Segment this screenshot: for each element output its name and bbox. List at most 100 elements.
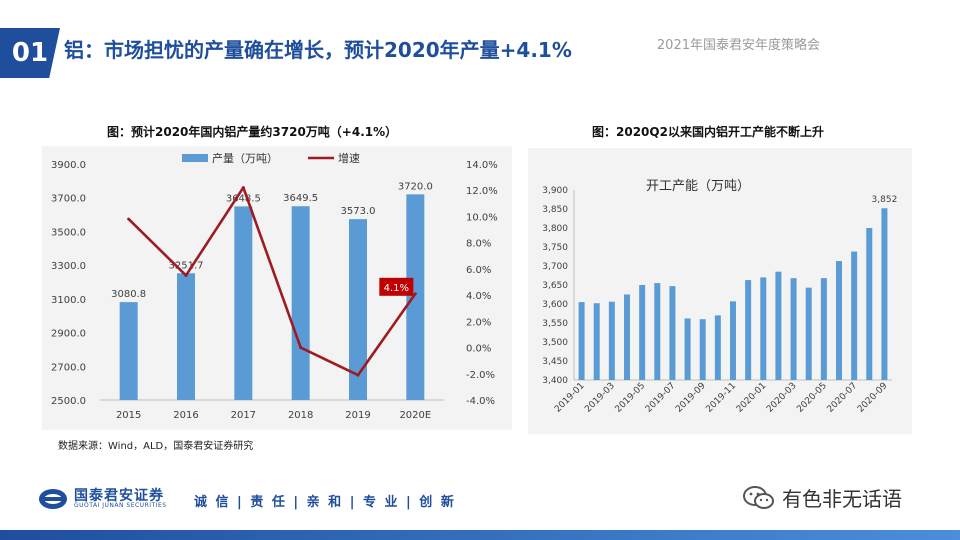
chart1-callout-box: [379, 277, 414, 296]
chart1-x-tick-label: 2016: [173, 410, 198, 421]
logo-name-en: GUOTAI JUNAN SECURITIES: [74, 502, 167, 509]
chart2-x-tick-label: 2019-09: [674, 381, 708, 415]
chart2-bar: [820, 278, 827, 380]
chart1-left-tick-label: 3700.0: [51, 194, 86, 205]
chart2-bar: [578, 302, 585, 380]
chart2-bar: [669, 286, 676, 380]
chart1-title: 图：预计2020年国内铝产量约3720万吨（+4.1%）: [107, 125, 398, 139]
chart2-x-tick-label: 2019-11: [704, 381, 738, 415]
chart1-growth-point: [241, 186, 245, 190]
chart2-y-tick-label: 3,800: [542, 224, 568, 234]
chart2-bar: [654, 283, 661, 380]
chart2-bar: [790, 278, 797, 380]
chart1-left-tick-label: 2900.0: [51, 329, 86, 340]
chart2-bar: [745, 280, 752, 380]
chart2-x-tick-label: 2020-03: [765, 381, 799, 415]
chart1-right-tick-label: 4.0%: [466, 291, 491, 302]
wechat-watermark: 有色非无话语: [742, 483, 902, 512]
chart2-bar: [714, 315, 721, 380]
chart1-x-tick-label: 2020E: [399, 410, 431, 421]
chart1-right-tick-label: -2.0%: [466, 370, 495, 381]
chart1-bar: [119, 302, 138, 400]
chart1-legend-bar-label: 产量（万吨）: [212, 151, 278, 165]
logo-icon: [38, 488, 68, 510]
chart2-end-data-label: 3,852: [872, 195, 898, 205]
chart1-left-tick-label: 2500.0: [51, 396, 86, 407]
company-motto: 诚 信 | 责 任 | 亲 和 | 专 业 | 创 新: [194, 495, 456, 510]
chart1-bar: [234, 206, 253, 400]
chart2-y-tick-label: 3,500: [542, 338, 568, 348]
chart2-x-tick-label: 2019-01: [553, 381, 587, 415]
wechat-icon: [743, 485, 774, 509]
chart1-right-tick-label: 6.0%: [466, 265, 491, 276]
chart1-bar-data-label: 3648.5: [226, 193, 261, 204]
chart1-right-tick-label: 0.0%: [466, 344, 491, 355]
chart1-left-tick-label: 2700.0: [51, 362, 86, 373]
chart1-bar-data-label: 3251.7: [169, 260, 204, 271]
chart2-bar: [760, 277, 767, 380]
chart1-left-tick-label: 3100.0: [51, 295, 86, 306]
chart2-bar: [593, 303, 600, 380]
chart2-x-tick-label: 2019-07: [644, 381, 678, 415]
conference-label: 2021年国泰君安年度策略会: [656, 38, 820, 53]
chart1-x-tick-label: 2017: [231, 410, 256, 421]
chart1-legend-bar-swatch: [182, 154, 208, 162]
data-source: 数据来源：Wind，ALD，国泰君安证券研究: [58, 441, 254, 452]
chart2-bar: [699, 319, 706, 380]
page-title: 铝：市场担忧的产量确在增长，预计2020年产量+4.1%: [64, 38, 572, 62]
chart2-x-tick-label: 2020-05: [795, 381, 829, 415]
chart1-bar: [406, 194, 425, 400]
chart1-growth-point: [299, 346, 303, 350]
chart1-bar-data-label: 3080.8: [111, 289, 146, 300]
chart2-bar: [684, 318, 691, 380]
chart1-bar: [291, 206, 310, 400]
company-logo: 国泰君安证券 GUOTAI JUNAN SECURITIES: [38, 488, 167, 510]
chart2-bar: [775, 271, 782, 380]
chart1-left-tick-label: 3900.0: [51, 160, 86, 171]
chart1-right-tick-label: 14.0%: [466, 160, 498, 171]
chart2-bar: [881, 208, 888, 380]
chart1-callout-text: 4.1%: [384, 283, 409, 294]
chart2-y-tick-label: 3,450: [542, 357, 568, 367]
chart2-x-tick-label: 2019-03: [583, 381, 617, 415]
production-growth-chart: 2500.0 2700.0 2900.0 3100.0 3300.0 3500.0 3700…: [51, 151, 498, 421]
chart1-bar-data-label: 3573.0: [341, 206, 376, 217]
chart2-bar: [866, 228, 873, 380]
chart2-y-tick-label: 3,850: [542, 205, 568, 215]
chart1-bar: [177, 273, 195, 400]
logo-name-cn: 国泰君安证券: [74, 488, 164, 504]
chart2-y-tick-label: 3,900: [542, 186, 568, 196]
chart2-y-tick-label: 3,700: [542, 262, 568, 272]
chart1-growth-point: [356, 373, 360, 377]
chart1-left-tick-label: 3300.0: [51, 261, 86, 272]
chart2-series-label: 开工产能（万吨）: [646, 179, 750, 194]
chart1-right-tick-label: 10.0%: [466, 212, 498, 223]
chart2-x-tick-label: 2020-07: [826, 381, 860, 415]
chart2-title: 图：2020Q2以来国内铝开工产能不断上升: [592, 125, 824, 139]
chart1-right-tick-label: 12.0%: [466, 186, 498, 197]
chart1-growth-line: [127, 186, 417, 377]
chart1-left-tick-label: 3500.0: [51, 227, 86, 238]
chart2-x-tick-label: 2020-09: [856, 381, 890, 415]
chart1-bar: [349, 219, 367, 400]
chart1-x-tick-label: 2019: [345, 410, 370, 421]
chart1-right-tick-label: 2.0%: [466, 317, 491, 328]
chart2-bar: [624, 294, 630, 380]
chart2-x-tick-label: 2019-05: [614, 381, 648, 415]
chart1-growth-point: [127, 217, 131, 221]
chart2-x-tick-label: 2020-01: [735, 381, 769, 415]
section-number-badge: 01: [0, 28, 60, 78]
chart2-y-tick-label: 3,750: [542, 243, 568, 253]
chart1-growth-point: [184, 273, 188, 277]
chart1-legend-line-label: 增速: [338, 151, 360, 165]
chart1-panel: 2500.0 2700.0 2900.0 3100.0 3300.0 3500.0 3700…: [42, 146, 512, 430]
chart2-bar: [851, 251, 858, 380]
chart1-bar-data-label: 3720.0: [398, 181, 433, 192]
chart2-y-tick-label: 3,650: [542, 281, 568, 291]
chart2-bar: [608, 301, 615, 380]
chart2-panel: 3,400 3,450 3,500 3,550 3,600 3,650 3,700 3,750…: [528, 148, 912, 434]
chart2-y-tick-label: 3,400: [542, 376, 568, 386]
chart1-x-tick-label: 2015: [116, 410, 141, 421]
footer-bar: [0, 530, 960, 540]
chart1-x-tick-label: 2018: [288, 410, 313, 421]
